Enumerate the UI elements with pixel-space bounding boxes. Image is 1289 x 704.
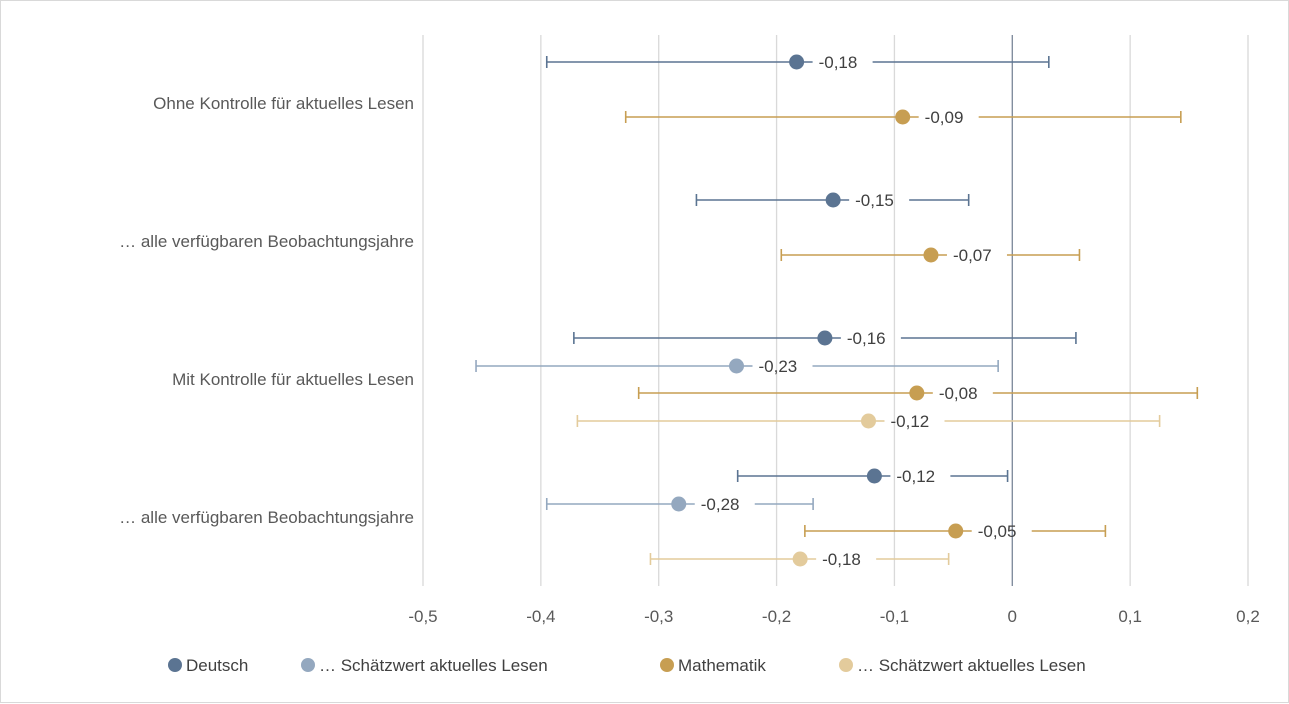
data-point [817, 330, 833, 346]
category-label: … alle verfügbaren Beobachtungsjahre [119, 232, 414, 251]
data-label: -0,23 [759, 357, 798, 376]
data-point [825, 192, 841, 208]
category-label: … alle verfügbaren Beobachtungsjahre [119, 508, 414, 527]
data-point [792, 551, 808, 567]
x-tick-label: -0,5 [408, 607, 437, 626]
legend-marker [301, 658, 315, 672]
data-point [866, 468, 882, 484]
legend-marker [660, 658, 674, 672]
x-tick-label: -0,2 [762, 607, 791, 626]
data-point [729, 358, 744, 374]
data-label: -0,18 [819, 53, 858, 72]
data-point [923, 247, 939, 263]
legend-label: Deutsch [186, 656, 248, 675]
legend-label: … Schätzwert aktuelles Lesen [857, 656, 1086, 675]
data-label: -0,28 [701, 495, 740, 514]
data-label: -0,09 [925, 108, 964, 127]
data-point [909, 385, 925, 401]
data-label: -0,12 [891, 412, 930, 431]
legend-label: … Schätzwert aktuelles Lesen [319, 656, 548, 675]
data-label: -0,16 [847, 329, 886, 348]
x-tick-label: 0 [1008, 607, 1017, 626]
data-point [671, 496, 687, 512]
data-label: -0,15 [855, 191, 894, 210]
data-point [895, 109, 911, 125]
x-tick-label: -0,3 [644, 607, 673, 626]
legend-marker [168, 658, 182, 672]
x-tick-label: 0,1 [1118, 607, 1142, 626]
data-point [861, 413, 876, 429]
legend-marker [839, 658, 853, 672]
category-label: Mit Kontrolle für aktuelles Lesen [172, 370, 414, 389]
x-tick-label: 0,2 [1236, 607, 1260, 626]
data-label: -0,05 [978, 522, 1017, 541]
category-label: Ohne Kontrolle für aktuelles Lesen [153, 94, 414, 113]
data-point [948, 523, 964, 539]
data-point [789, 54, 805, 70]
x-tick-label: -0,1 [880, 607, 909, 626]
data-label: -0,07 [953, 246, 992, 265]
legend-label: Mathematik [678, 656, 766, 675]
data-label: -0,08 [939, 384, 978, 403]
data-label: -0,18 [822, 550, 861, 569]
data-label: -0,12 [896, 467, 935, 486]
x-tick-label: -0,4 [526, 607, 555, 626]
